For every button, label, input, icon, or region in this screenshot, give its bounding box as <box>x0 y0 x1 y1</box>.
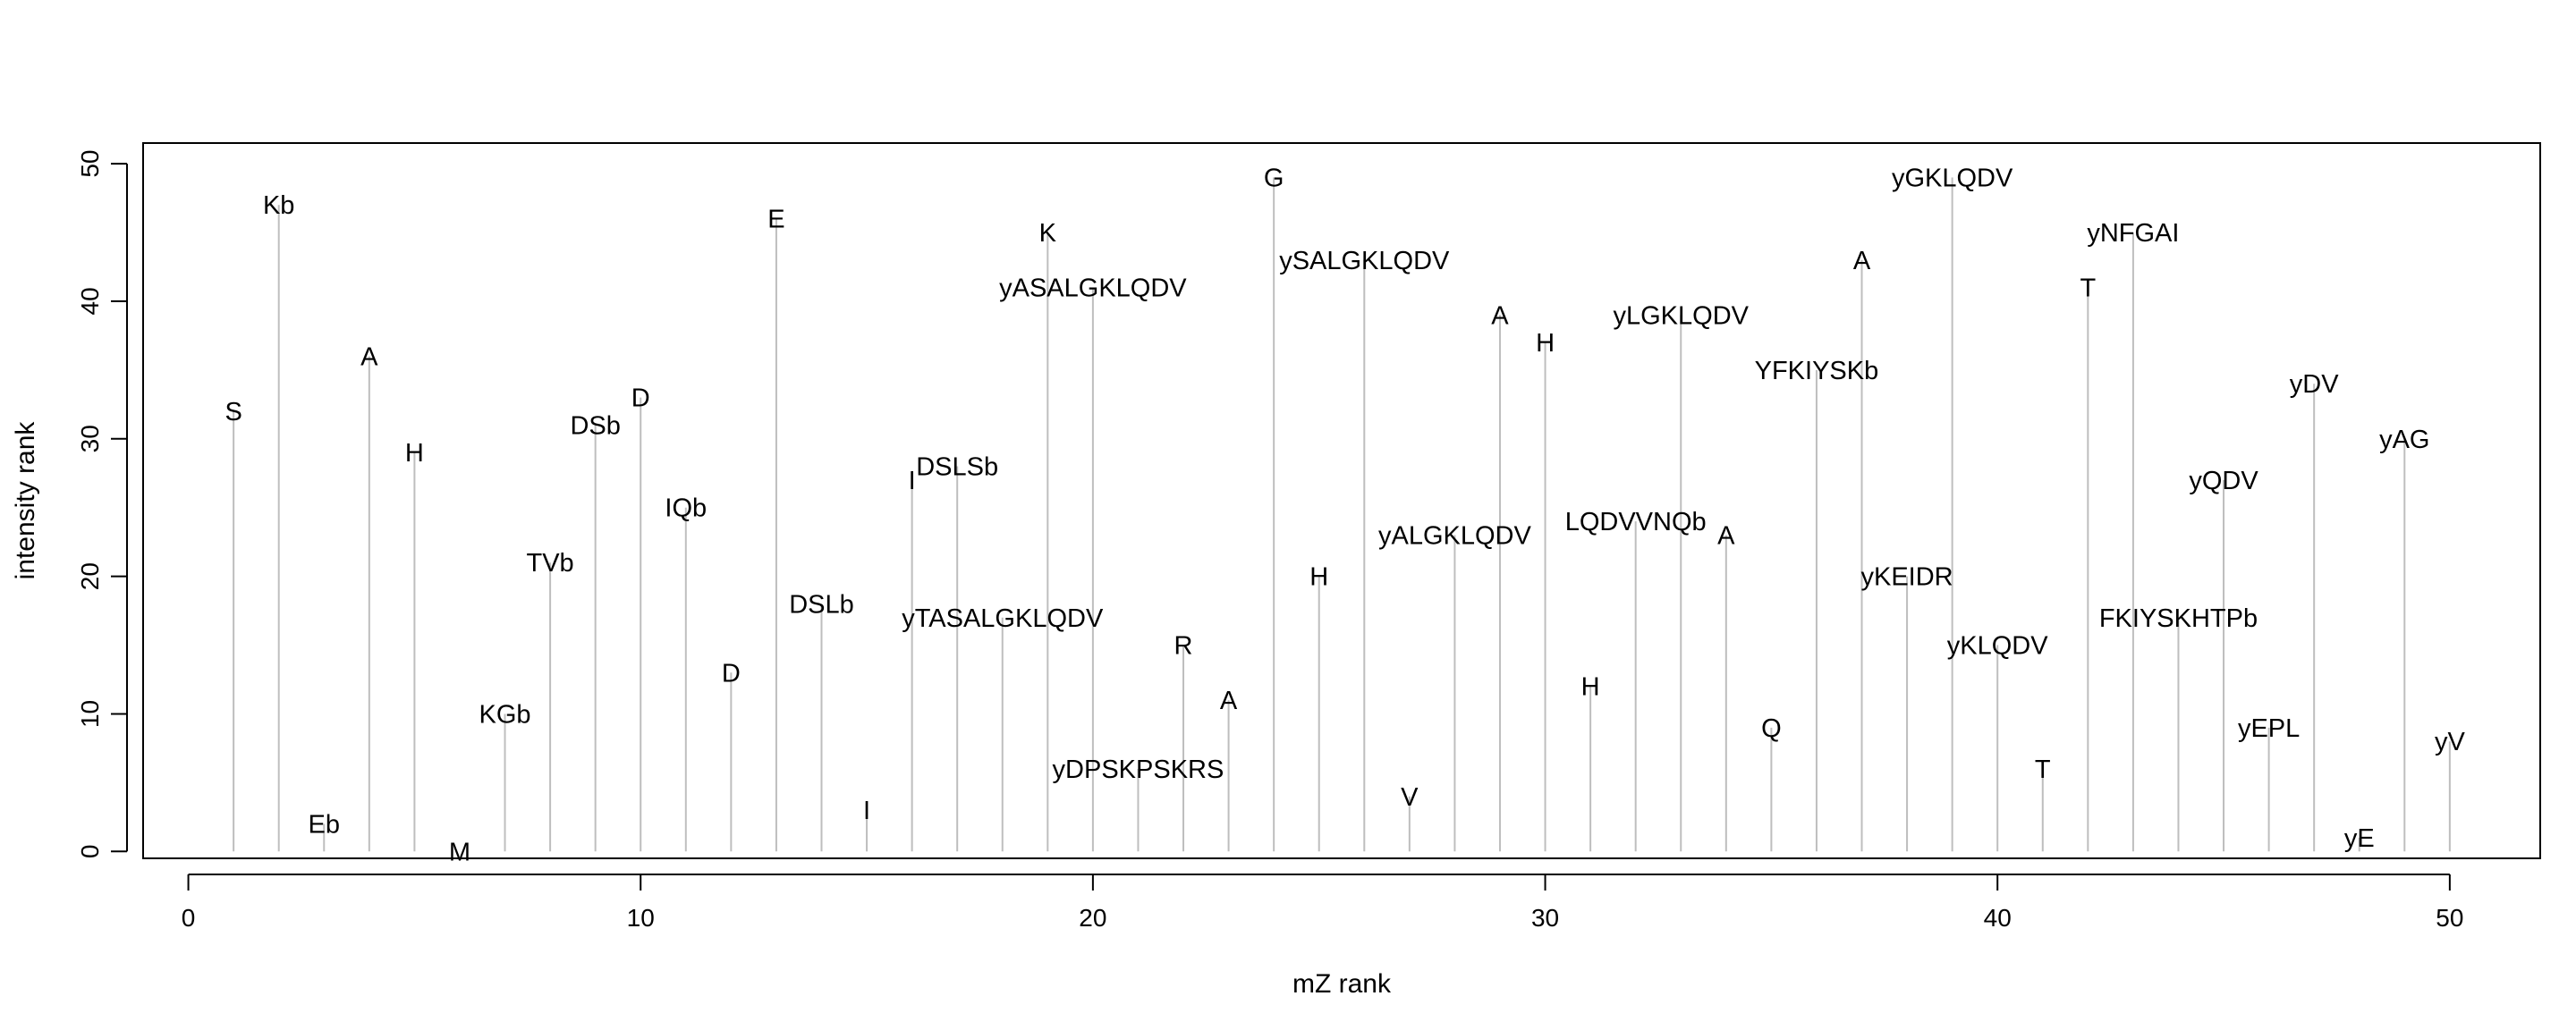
point-label: yAG <box>2379 426 2429 454</box>
point-label: yQDV <box>2189 467 2258 495</box>
point-label: LQDVVNQb <box>1565 508 1707 536</box>
point-label: yASALGKLQDV <box>999 274 1187 303</box>
point-label: A <box>1853 247 1871 275</box>
point-label: DSLSb <box>916 453 998 482</box>
point-label: IQb <box>665 494 707 523</box>
point-label: Q <box>1761 714 1782 743</box>
point-label: I <box>863 797 870 825</box>
y-axis-title: intensity rank <box>11 421 40 580</box>
point-label: ySALGKLQDV <box>1279 247 1450 275</box>
point-label: A <box>1220 687 1238 715</box>
point-label: I <box>909 467 916 495</box>
point-label: yGKLQDV <box>1892 164 2013 192</box>
y-tick-label: 10 <box>76 700 104 728</box>
point-label: yDV <box>2290 370 2339 399</box>
point-label: S <box>225 398 242 426</box>
x-tick-label: 50 <box>2436 904 2463 932</box>
point-label: YFKIYSKb <box>1755 357 1879 385</box>
x-tick-label: 0 <box>182 904 196 932</box>
x-tick-label: 20 <box>1079 904 1106 932</box>
point-label: FKIYSKHTPb <box>2099 604 2258 633</box>
point-label: T <box>2080 274 2096 303</box>
point-label: R <box>1174 632 1193 661</box>
point-label: Eb <box>309 811 340 840</box>
point-label: yKLQDV <box>1947 632 2048 661</box>
point-label: yV <box>2435 728 2466 756</box>
point-label: D <box>722 659 741 688</box>
y-tick-label: 0 <box>76 845 104 859</box>
point-label: yE <box>2344 824 2375 853</box>
point-label: yTASALGKLQDV <box>902 604 1104 633</box>
y-tick-label: 20 <box>76 562 104 590</box>
point-label: T <box>2035 756 2051 784</box>
point-label: TVb <box>527 549 574 578</box>
point-label: E <box>767 206 784 234</box>
point-label: V <box>1401 783 1419 812</box>
point-label: yEPL <box>2238 714 2300 743</box>
y-axis: 0 10 20 30 40 50 <box>76 149 128 859</box>
point-label: DSLb <box>789 590 854 619</box>
y-tick-label: 40 <box>76 287 104 315</box>
point-label: D <box>631 384 650 413</box>
x-tick-label: 40 <box>1984 904 2012 932</box>
point-label: yALGKLQDV <box>1378 521 1531 550</box>
point-label: H <box>1309 563 1328 592</box>
x-tick-label: 30 <box>1531 904 1559 932</box>
stems <box>233 177 2451 852</box>
point-label: H <box>1536 329 1555 358</box>
point-label: KGb <box>479 700 531 729</box>
point-label: yDPSKPSKRS <box>1053 756 1224 784</box>
point-label: A <box>360 342 378 371</box>
point-label: yNFGAI <box>2087 219 2179 248</box>
y-tick-label: 50 <box>76 149 104 177</box>
x-axis: 0 10 20 30 40 50 <box>182 874 2463 932</box>
point-label: M <box>449 838 470 866</box>
point-label: H <box>405 439 424 468</box>
point-label: Kb <box>263 191 294 220</box>
point-label: yLGKLQDV <box>1613 301 1749 330</box>
plot-frame <box>142 142 2541 859</box>
point-label: H <box>1581 673 1600 702</box>
y-tick-label: 30 <box>76 425 104 452</box>
point-label: DSb <box>570 411 620 440</box>
point-label: G <box>1264 164 1284 192</box>
point-label: K <box>1039 219 1057 248</box>
point-label: A <box>1491 301 1509 330</box>
x-tick-label: 10 <box>627 904 655 932</box>
x-axis-title: mZ rank <box>1292 969 1392 999</box>
point-label: A <box>1717 521 1735 550</box>
point-label: yKEIDR <box>1861 563 1953 592</box>
